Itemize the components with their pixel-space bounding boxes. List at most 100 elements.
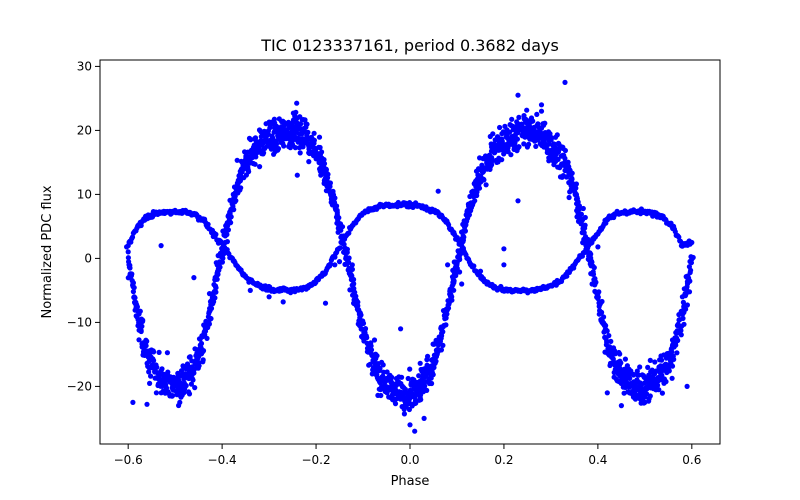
- y-axis-label: Normalized PDC flux: [40, 185, 55, 318]
- main-data-point: [582, 222, 588, 228]
- main-data-point: [361, 334, 368, 340]
- main-data-point: [206, 310, 212, 316]
- main-data-point: [630, 372, 637, 378]
- outlier-data-point: [534, 111, 540, 117]
- y-tick-label: −20: [67, 379, 92, 393]
- main-data-point: [273, 139, 279, 145]
- main-data-point: [131, 285, 137, 291]
- main-data-point: [680, 299, 687, 305]
- x-tick-label: −0.4: [208, 453, 237, 467]
- main-data-point: [483, 182, 489, 188]
- outlier-data-point: [322, 300, 329, 306]
- main-data-point: [297, 150, 303, 156]
- main-data-point: [647, 357, 653, 363]
- main-data-point: [678, 327, 684, 334]
- main-data-point: [416, 373, 422, 379]
- main-data-point: [362, 326, 369, 332]
- outlier-data-point: [247, 287, 253, 293]
- main-data-point: [681, 321, 687, 327]
- main-data-point: [257, 164, 263, 170]
- main-data-point: [156, 349, 162, 355]
- main-data-point: [430, 372, 436, 378]
- outlier-data-point: [421, 415, 427, 421]
- main-data-point: [494, 134, 501, 140]
- main-data-point: [461, 234, 467, 240]
- main-data-point: [208, 305, 215, 311]
- main-data-point: [669, 349, 675, 355]
- main-data-point: [214, 276, 220, 282]
- main-data-point: [595, 294, 601, 300]
- main-data-point: [590, 271, 597, 277]
- main-data-point: [127, 265, 133, 271]
- main-data-point: [516, 114, 522, 120]
- outlier-data-point: [538, 108, 545, 114]
- main-data-point: [609, 354, 615, 360]
- main-data-point: [636, 372, 642, 378]
- outlier-data-point: [318, 172, 324, 178]
- main-data-point: [407, 366, 413, 372]
- main-data-point: [198, 340, 205, 347]
- y-axis-ticks: −20 −10 0 10 20 30: [67, 59, 100, 393]
- main-data-point: [234, 157, 240, 163]
- main-data-point: [378, 392, 384, 399]
- main-data-point: [260, 151, 266, 157]
- main-data-point: [666, 368, 672, 374]
- main-data-point: [596, 289, 602, 295]
- main-data-point: [136, 337, 142, 343]
- outlier-data-point: [679, 294, 686, 300]
- main-data-point: [542, 120, 548, 126]
- outlier-data-point: [130, 399, 136, 405]
- main-data-point: [601, 314, 607, 320]
- outlier-data-point: [144, 401, 150, 407]
- main-data-point: [659, 357, 665, 363]
- main-data-point: [130, 289, 136, 295]
- main-data-point: [352, 289, 358, 295]
- main-data-point: [349, 262, 355, 268]
- main-data-point: [181, 390, 187, 396]
- outlier-data-point: [515, 92, 521, 98]
- main-data-point: [164, 350, 170, 356]
- main-data-point: [634, 368, 640, 374]
- main-data-point: [449, 294, 455, 300]
- main-data-point: [207, 315, 213, 321]
- main-data-point: [148, 373, 154, 379]
- main-data-point: [645, 364, 651, 370]
- outlier-data-point: [684, 383, 690, 389]
- main-data-point: [212, 283, 219, 289]
- main-data-point: [389, 374, 395, 380]
- main-data-point: [321, 161, 328, 167]
- main-data-point: [146, 358, 152, 364]
- main-data-point: [183, 383, 189, 389]
- main-data-point: [306, 146, 312, 152]
- main-data-point: [213, 289, 219, 295]
- main-data-point: [143, 343, 149, 349]
- main-data-point: [336, 215, 342, 221]
- outlier-data-point: [351, 300, 357, 306]
- main-data-point: [433, 339, 439, 345]
- main-data-point: [246, 135, 253, 141]
- main-data-point: [429, 380, 435, 387]
- main-data-point: [578, 211, 585, 217]
- main-data-point: [187, 354, 193, 360]
- main-data-point: [447, 288, 453, 294]
- main-data-point: [131, 294, 137, 300]
- main-data-point: [294, 100, 300, 106]
- secondary-data-point: [205, 221, 211, 227]
- main-data-point: [440, 329, 446, 335]
- main-data-point: [508, 152, 514, 158]
- main-data-point: [604, 328, 610, 334]
- main-data-point: [366, 362, 372, 368]
- x-tick-label: −0.6: [114, 453, 143, 467]
- main-data-point: [368, 347, 375, 353]
- outlier-data-point: [445, 262, 451, 268]
- main-data-point: [129, 271, 135, 277]
- main-data-point: [593, 279, 599, 285]
- secondary-data-point: [327, 261, 334, 267]
- main-data-point: [554, 132, 560, 138]
- main-data-point: [140, 317, 146, 323]
- main-data-point: [158, 368, 164, 374]
- main-data-point: [292, 145, 298, 151]
- x-axis-label: Phase: [391, 474, 430, 489]
